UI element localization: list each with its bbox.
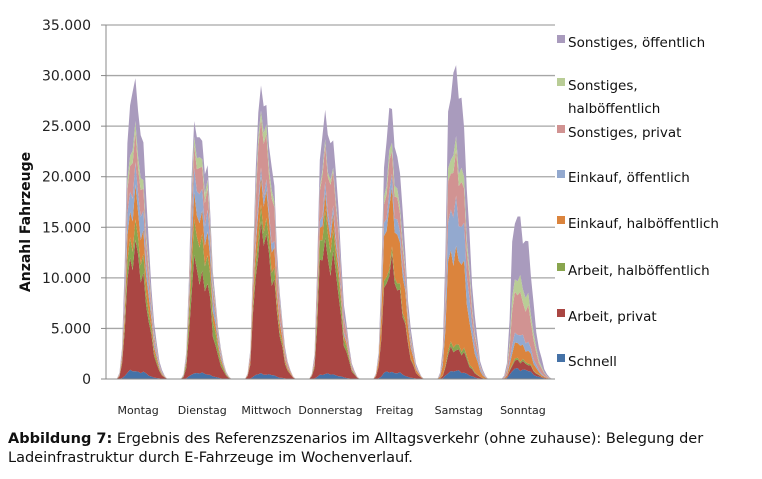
legend-label: Sonstiges, <box>568 78 638 94</box>
y-tick-label: 5.000 <box>51 321 91 337</box>
legend-label: Sonstiges, privat <box>568 125 681 141</box>
y-tick-label: 20.000 <box>42 170 91 186</box>
area-arbeit-privat <box>106 220 555 379</box>
legend-swatch <box>557 309 565 317</box>
y-tick-label: 10.000 <box>42 271 91 287</box>
caption-text: Ergebnis des Referenzszenarios im Alltag… <box>8 431 704 466</box>
y-tick-label: 30.000 <box>42 69 91 85</box>
legend-label: Schnell <box>568 354 617 370</box>
y-axis-label: Anzahl Fahrzeuge <box>18 152 34 292</box>
x-tick-label: Dienstag <box>178 404 227 417</box>
legend-label: halböffentlich <box>568 101 660 117</box>
legend-swatch <box>557 35 565 43</box>
y-tick-label: 25.000 <box>42 119 91 135</box>
y-tick-label: 35.000 <box>42 18 91 34</box>
legend-label: Einkauf, öffentlich <box>568 170 690 186</box>
legend-label: Arbeit, privat <box>568 309 657 325</box>
x-tick-label: Sonntag <box>500 404 546 417</box>
legend-swatch <box>557 170 565 178</box>
x-tick-label: Montag <box>117 404 158 417</box>
legend-label: Einkauf, halböffentlich <box>568 216 719 232</box>
legend-swatch <box>557 216 565 224</box>
area-einkauf-öffentlich <box>106 162 555 379</box>
stacked-area-chart: 0 5.000 10.000 15.000 20.000 25.000 30.000 35.0… <box>18 18 719 417</box>
area-schnell <box>106 368 555 379</box>
x-tick-label: Donnerstag <box>298 404 362 417</box>
legend-label: Arbeit, halböffentlich <box>568 263 710 279</box>
legend-label: Sonstiges, öffentlich <box>568 35 705 51</box>
legend-swatch <box>557 263 565 271</box>
x-tick-label: Freitag <box>376 404 414 417</box>
caption-label: Abbildung 7: <box>8 431 113 447</box>
y-tick-label: 0 <box>82 372 91 388</box>
legend-swatch <box>557 78 565 86</box>
area-sonstiges-privat <box>106 118 555 380</box>
x-tick-label: Mittwoch <box>241 404 291 417</box>
legend-swatch <box>557 354 565 362</box>
legend-swatch <box>557 125 565 133</box>
y-tick-label: 15.000 <box>42 220 91 236</box>
x-tick-label: Samstag <box>435 404 483 417</box>
figure-caption: Abbildung 7: Ergebnis des Referenzszenar… <box>8 430 758 468</box>
